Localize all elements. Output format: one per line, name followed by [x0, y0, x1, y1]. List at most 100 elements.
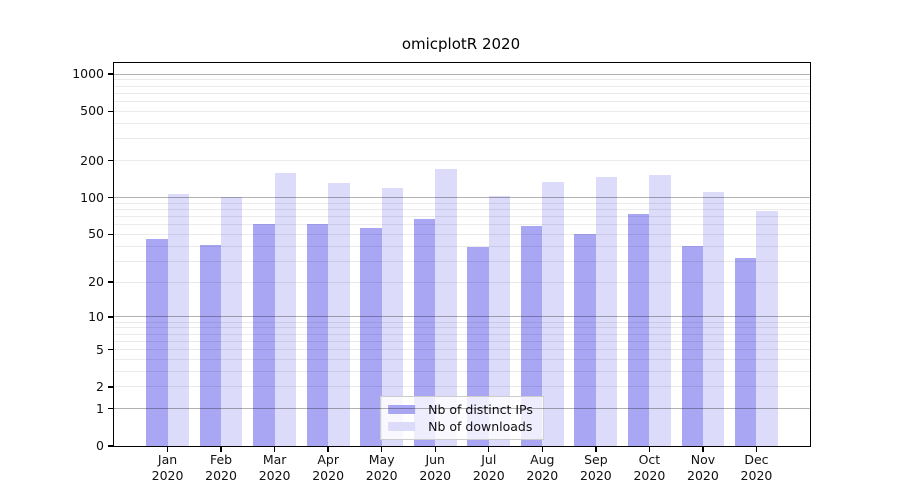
gridline-major [114, 73, 810, 75]
bar-nb-of-distinct-ips-aug [520, 225, 543, 446]
x-tick-mark [755, 446, 758, 452]
bar-nb-of-distinct-ips-oct [627, 214, 650, 446]
x-tick-mark [220, 446, 222, 452]
legend-label-downloads: Nb of downloads [428, 419, 533, 434]
y-tick-mark [108, 110, 113, 113]
gridline-minor [114, 101, 810, 103]
y-tick-mark [108, 407, 113, 410]
y-tick-mark [108, 73, 113, 75]
bar-nb-of-distinct-ips-feb [199, 244, 222, 446]
y-tick-label: 500 [80, 103, 104, 119]
x-tick-year: 2020 [633, 467, 666, 483]
x-tick-mark [541, 446, 543, 452]
legend-item-distinct-ips: Nb of distinct IPs [388, 402, 533, 417]
legend-item-downloads: Nb of downloads [388, 419, 533, 434]
bar-nb-of-distinct-ips-sep [574, 234, 596, 446]
x-tick-month: Mar [262, 452, 287, 467]
x-tick-month: Sep [584, 452, 608, 467]
x-tick-month: Feb [209, 452, 233, 467]
x-tick-year: 2020 [687, 467, 719, 483]
bar-nb-of-downloads-jul [488, 196, 511, 446]
x-tick-mark [166, 446, 169, 452]
bar-nb-of-downloads-aug [542, 182, 564, 446]
x-tick-month: Nov [690, 452, 716, 467]
x-tick-mark [434, 446, 436, 452]
legend: Nb of distinct IPs Nb of downloads [380, 396, 544, 440]
x-tick-label-feb: Feb 2020 [191, 452, 251, 483]
bar-nb-of-downloads-oct [649, 174, 671, 446]
x-tick-label-nov: Nov 2020 [673, 452, 733, 483]
y-tick-label: 50 [88, 226, 104, 242]
plot-area: Nb of distinct IPs Nb of downloads [113, 62, 811, 447]
legend-label-distinct-ips: Nb of distinct IPs [428, 402, 533, 417]
gridline-minor [114, 160, 810, 162]
x-tick-label-jul: Jul 2020 [459, 452, 519, 483]
bar-nb-of-distinct-ips-jun [413, 218, 436, 446]
y-tick-label: 1000 [72, 66, 104, 82]
x-tick-year: 2020 [205, 467, 237, 483]
y-tick-label: 1 [96, 400, 104, 416]
bar-nb-of-downloads-apr [328, 182, 350, 446]
bar-nb-of-downloads-jan [167, 193, 189, 446]
x-tick-year: 2020 [740, 467, 773, 483]
chart-title: omicplotR 2020 [401, 35, 521, 53]
bar-nb-of-distinct-ips-dec [735, 257, 757, 446]
x-tick-mark [595, 446, 597, 452]
gridline-minor [114, 85, 810, 87]
gridline-minor [114, 122, 810, 124]
legend-swatch-downloads [388, 422, 416, 431]
x-tick-label-dec: Dec 2020 [726, 452, 786, 483]
bar-nb-of-downloads-may [381, 187, 404, 446]
x-tick-mark [327, 446, 329, 452]
x-tick-year: 2020 [151, 467, 184, 483]
gridline-minor [114, 79, 810, 81]
x-tick-month: May [368, 452, 395, 467]
x-tick-year: 2020 [526, 467, 559, 483]
x-tick-month: Apr [317, 452, 339, 467]
x-tick-year: 2020 [258, 467, 291, 483]
bar-nb-of-downloads-nov [702, 191, 725, 446]
y-tick-mark [108, 445, 113, 447]
y-tick-label: 200 [80, 152, 104, 168]
y-tick-mark [108, 233, 113, 236]
y-tick-mark [108, 348, 113, 351]
y-tick-label: 2 [96, 378, 104, 394]
bar-nb-of-distinct-ips-apr [306, 223, 329, 446]
bar-nb-of-downloads-jun [435, 168, 457, 446]
y-tick-label: 5 [96, 341, 104, 357]
x-tick-mark [488, 446, 490, 452]
gridline-minor [114, 138, 810, 140]
y-tick-mark [108, 159, 113, 162]
bar-nb-of-distinct-ips-may [360, 228, 382, 446]
x-tick-month: Jan [157, 452, 178, 467]
x-tick-year: 2020 [579, 467, 612, 483]
bar-nb-of-downloads-feb [221, 196, 243, 446]
y-tick-label: 0 [96, 438, 104, 453]
gridline-minor [114, 92, 810, 94]
x-tick-year: 2020 [312, 467, 345, 483]
x-tick-year: 2020 [365, 467, 398, 483]
bar-nb-of-distinct-ips-mar [253, 223, 275, 446]
x-tick-label-jan: Jan 2020 [138, 452, 198, 483]
x-tick-year: 2020 [419, 467, 452, 483]
gridline-minor [114, 110, 810, 112]
x-tick-label-apr: Apr 2020 [298, 452, 358, 483]
x-tick-month: Oct [638, 452, 661, 467]
x-tick-label-mar: Mar 2020 [245, 452, 305, 483]
y-tick-mark [108, 281, 113, 283]
y-tick-label: 10 [88, 308, 104, 324]
x-tick-month: Aug [530, 452, 555, 467]
bar-nb-of-downloads-dec [756, 210, 778, 446]
bar-nb-of-distinct-ips-jan [146, 238, 168, 446]
x-tick-mark [702, 446, 704, 452]
x-tick-month: Dec [744, 452, 769, 467]
y-tick-mark [108, 316, 113, 318]
y-tick-mark [108, 386, 113, 388]
x-tick-label-oct: Oct 2020 [619, 452, 679, 483]
bar-nb-of-distinct-ips-nov [681, 246, 703, 446]
x-tick-month: Jun [425, 452, 445, 467]
bar-nb-of-downloads-sep [595, 177, 618, 446]
x-tick-label-sep: Sep 2020 [566, 452, 626, 483]
bar-nb-of-downloads-mar [274, 172, 296, 446]
